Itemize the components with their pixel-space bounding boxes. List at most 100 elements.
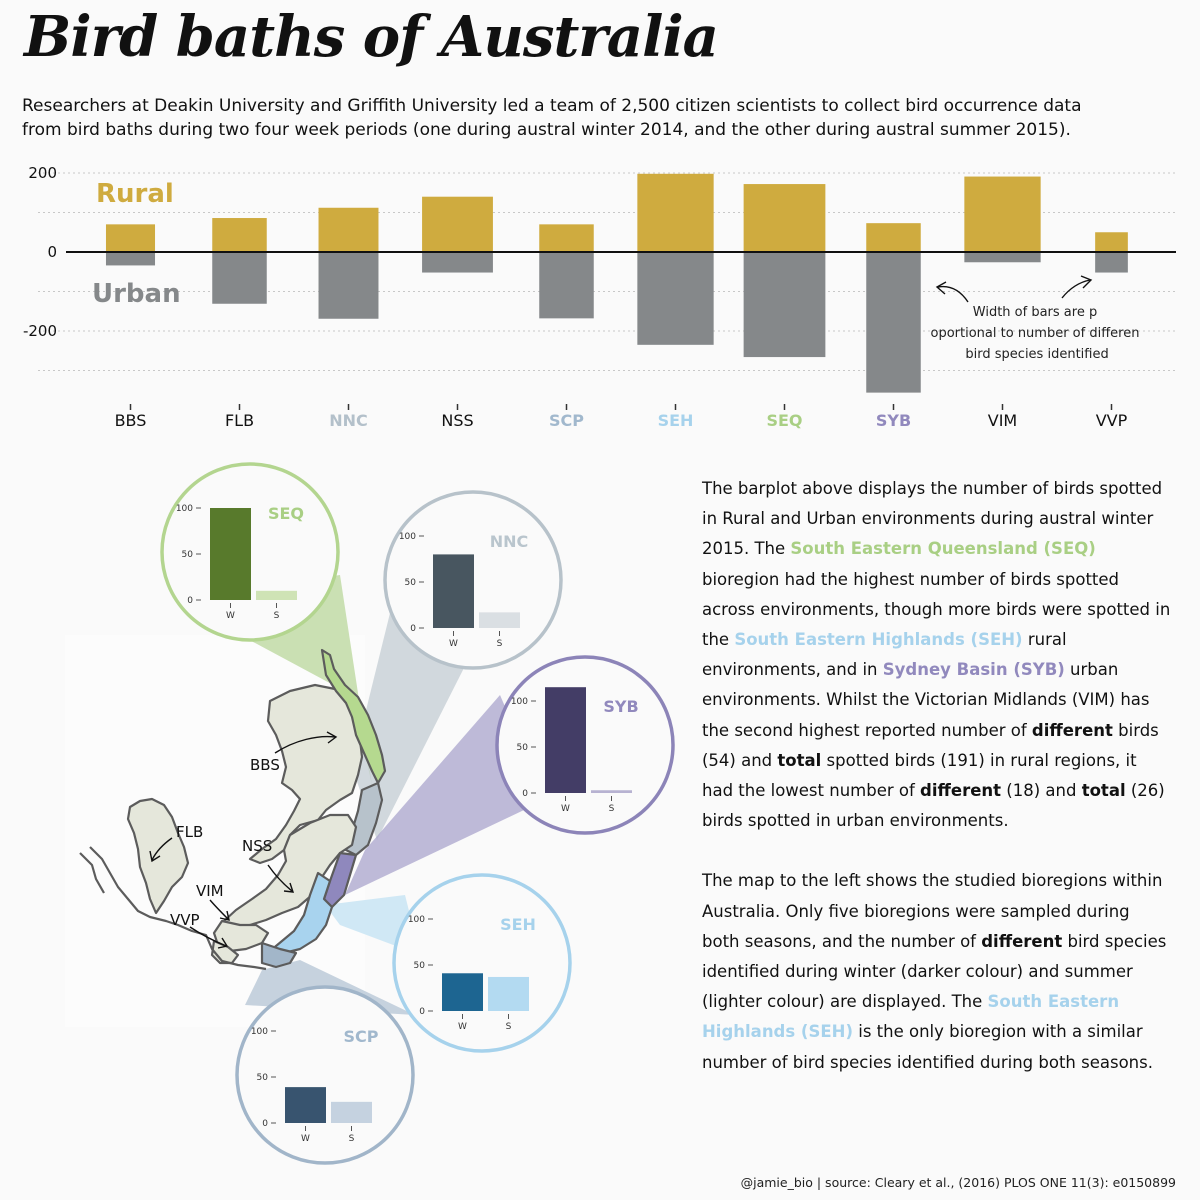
- map-arrows: [149, 731, 338, 949]
- description-text: The barplot above displays the number of…: [702, 474, 1172, 1108]
- inset-tick-label: 50: [414, 961, 426, 971]
- map-label-vvp: VVP: [170, 911, 200, 929]
- inset-syb: 0 50 100 W S SYB: [495, 655, 675, 835]
- region-flb: [126, 797, 190, 915]
- inset-bar-w: [210, 508, 251, 600]
- inset-tick-label: 0: [522, 789, 528, 799]
- text-segment: (18) and: [1001, 781, 1082, 801]
- bar-rural-scp: [539, 224, 594, 252]
- inset-x-label: W: [301, 1134, 310, 1144]
- annotation-arrow-left: [937, 285, 969, 303]
- inset-tick-label: 100: [251, 1027, 268, 1037]
- inset-bar-s: [256, 590, 297, 600]
- inset-bar-s: [331, 1101, 372, 1123]
- bar-rural-nss: [422, 196, 493, 252]
- inset-seq: 0 50 100 W S SEQ: [160, 462, 340, 642]
- y-tick-label: 0: [47, 243, 57, 261]
- bar-urban-syb: [866, 252, 921, 393]
- inset-bar-w: [433, 554, 474, 628]
- text-segment: total: [777, 750, 822, 770]
- bar-urban-seq: [743, 252, 826, 358]
- series-label-rural: Rural: [96, 179, 174, 209]
- inset-tick-label: 0: [187, 596, 193, 606]
- inset-x-label: W: [449, 639, 458, 649]
- text-segment: different: [981, 931, 1063, 951]
- coast-tip: [79, 852, 105, 894]
- region-vim: [212, 919, 270, 953]
- annotation-line: Width of bars are p: [973, 305, 1097, 320]
- bar-urban-flb: [212, 252, 267, 304]
- inset-x-label: W: [561, 804, 570, 814]
- inset-label: SEH: [500, 915, 536, 934]
- inset-bar-s: [591, 790, 632, 793]
- bar-urban-vvp: [1095, 252, 1128, 273]
- inset-bar-s: [479, 612, 520, 628]
- inset-nnc: 0 50 100 W S NNC: [383, 490, 563, 670]
- region-nss: [222, 813, 358, 931]
- y-tick-label: 200: [28, 164, 57, 182]
- inset-x-label: W: [226, 611, 235, 621]
- x-tick-label-nnc: NNC: [329, 411, 368, 430]
- bar-rural-bbs: [105, 224, 156, 252]
- annotation-arrow-left-head: [935, 281, 947, 295]
- inset-scp: 0 50 100 W S SCP: [235, 985, 415, 1165]
- series-label-urban: Urban: [92, 279, 181, 309]
- inset-tick-label: 50: [517, 743, 529, 753]
- x-tick-label-seq: SEQ: [766, 411, 802, 430]
- inset-label: SCP: [344, 1027, 379, 1046]
- annotation-arrow-right-head: [1080, 275, 1093, 289]
- map-label-flb: FLB: [176, 823, 203, 841]
- annotation-line: oportional to number of differen: [931, 326, 1140, 341]
- text-segment: urban environments. Whilst the Victorian…: [702, 660, 1150, 740]
- text-segment: birds (54) and: [702, 720, 1159, 770]
- inset-x-label: S: [349, 1134, 355, 1144]
- text-segment: is the only bioregion with a similar num…: [702, 1022, 1153, 1072]
- bar-rural-nnc: [318, 207, 379, 252]
- y-tick-labels: 200 0 -200: [23, 164, 57, 340]
- inset-tick-label: 0: [262, 1119, 268, 1129]
- bar-rural-seh: [637, 173, 714, 252]
- map-labels: BBS FLB NSS VIM VVP: [170, 756, 280, 929]
- x-tick-label-bbs: BBS: [115, 411, 147, 430]
- text-segment: bioregion had the highest number of bird…: [702, 569, 1171, 650]
- x-tick-label-flb: FLB: [225, 411, 254, 430]
- annotation-arrow-right: [1061, 279, 1091, 299]
- region-seq: [320, 648, 387, 785]
- annotation: Width of bars are p oportional to number …: [931, 275, 1140, 362]
- inset-label: SYB: [603, 697, 638, 716]
- text-segment: bird species identified during winter (d…: [702, 931, 1167, 1012]
- x-tick-label-nss: NSS: [441, 411, 473, 430]
- inset-tick-label: 100: [176, 504, 193, 514]
- bar-urban-nss: [422, 252, 493, 273]
- map-label-bbs: BBS: [250, 756, 280, 774]
- inset-tick-label: 100: [408, 915, 425, 925]
- inset-x-label: S: [609, 804, 615, 814]
- australia-map: [79, 648, 387, 971]
- x-tick-label-seh: SEH: [658, 411, 694, 430]
- cone-seq: [175, 575, 372, 785]
- bar-rural-seq: [743, 184, 826, 252]
- text-segment: spotted birds (191) in rural regions, it…: [702, 750, 1137, 801]
- text-segment: South Eastern Highlands (SEH): [702, 992, 1120, 1042]
- text-segment: different: [920, 781, 1002, 801]
- x-tick-label-vvp: VVP: [1096, 411, 1128, 430]
- x-tick-label-scp: SCP: [549, 411, 584, 430]
- text-segment: different: [1031, 720, 1113, 740]
- bar-rural-vim: [964, 176, 1041, 252]
- x-tick-label-vim: VIM: [988, 411, 1017, 430]
- bar-urban-nnc: [318, 252, 379, 319]
- coast-west: [89, 846, 267, 971]
- inset-tick-label: 0: [419, 1007, 425, 1017]
- text-segment: South Eastern Highlands (SEH): [734, 630, 1023, 650]
- bar-urban-seh: [637, 252, 714, 345]
- inset-x-label: S: [506, 1022, 512, 1032]
- x-tick-label-syb: SYB: [876, 411, 911, 430]
- text-segment: The map to the left shows the studied bi…: [702, 871, 1163, 951]
- inset-seh: 0 50 100 W S SEH: [392, 873, 572, 1053]
- description-paragraph-2: The map to the left shows the studied bi…: [702, 866, 1172, 1077]
- inset-tick-label: 100: [399, 532, 416, 542]
- bar-rural-syb: [866, 223, 921, 252]
- inset-tick-label: 50: [182, 550, 194, 560]
- inset-tick-label: 100: [511, 697, 528, 707]
- cone-nnc: [352, 605, 468, 840]
